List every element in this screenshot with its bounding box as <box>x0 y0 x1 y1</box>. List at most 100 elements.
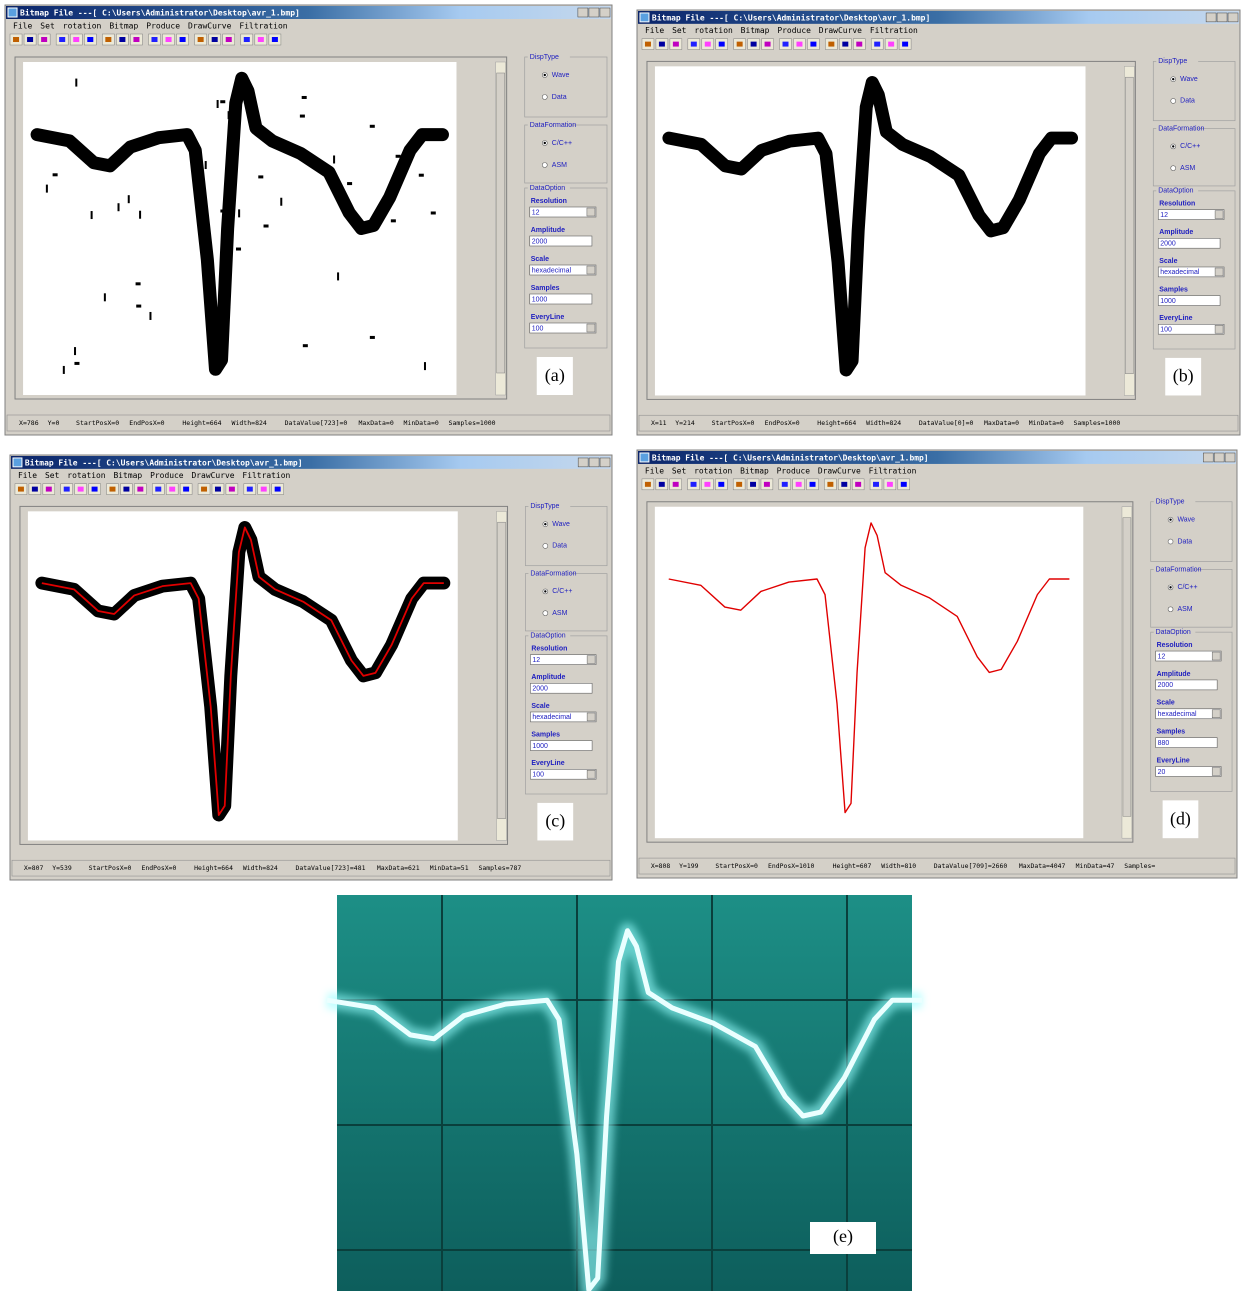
field-value[interactable]: 100 <box>532 772 544 779</box>
field-value[interactable]: 2000 <box>1160 241 1176 248</box>
field-input[interactable] <box>1156 651 1221 661</box>
dropdown-button[interactable] <box>1212 652 1220 660</box>
menu-item[interactable]: Filtration <box>242 471 290 480</box>
scroll-thumb[interactable] <box>1123 518 1131 817</box>
radio-label[interactable]: Data <box>552 543 567 550</box>
dropdown-button[interactable] <box>1212 710 1220 718</box>
dropdown-button[interactable] <box>1215 268 1223 276</box>
radio-label[interactable]: Wave <box>1177 516 1195 523</box>
field-value[interactable]: hexadecimal <box>532 267 572 274</box>
close-button[interactable] <box>1228 13 1238 22</box>
radio-label[interactable]: ASM <box>552 610 567 617</box>
min-button[interactable] <box>578 458 588 467</box>
menu-item[interactable]: Filtration <box>870 26 918 35</box>
menu-item[interactable]: File <box>645 466 664 475</box>
field-value[interactable]: 12 <box>532 657 540 664</box>
radio-label[interactable]: Wave <box>1180 76 1198 83</box>
dropdown-button[interactable] <box>587 208 595 216</box>
radio-label[interactable]: Wave <box>552 72 570 79</box>
dropdown-button[interactable] <box>1215 325 1223 333</box>
radio-label[interactable]: ASM <box>1177 606 1192 613</box>
radio-label[interactable]: Data <box>552 94 567 101</box>
menu-item[interactable]: Bitmap <box>113 471 142 480</box>
radio-button[interactable] <box>1168 539 1173 544</box>
scroll-thumb[interactable] <box>497 73 505 373</box>
field-value[interactable]: 880 <box>1158 740 1170 747</box>
field-input[interactable] <box>1156 767 1221 777</box>
field-value[interactable]: 12 <box>1158 653 1166 660</box>
field-value[interactable]: hexadecimal <box>532 714 572 721</box>
menu-item[interactable]: DrawCurve <box>188 22 232 31</box>
menu-item[interactable]: rotation <box>694 26 733 35</box>
field-value[interactable]: 100 <box>1160 327 1172 334</box>
dropdown-button[interactable] <box>1215 211 1223 219</box>
menu-item[interactable]: DrawCurve <box>191 471 234 480</box>
min-button[interactable] <box>578 8 588 17</box>
radio-button[interactable] <box>1171 166 1176 171</box>
max-button[interactable] <box>1214 453 1224 462</box>
field-value[interactable]: 2000 <box>532 686 548 693</box>
radio-button[interactable] <box>542 95 547 100</box>
menu-item[interactable]: Filtration <box>869 466 917 475</box>
field-input[interactable] <box>530 207 596 217</box>
menu-item[interactable]: Set <box>40 22 55 31</box>
menu-item[interactable]: Set <box>672 26 686 35</box>
radio-label[interactable]: C/C++ <box>1180 143 1200 150</box>
radio-label[interactable]: C/C++ <box>552 588 572 595</box>
field-value[interactable]: 20 <box>1158 769 1166 776</box>
max-button[interactable] <box>589 8 599 17</box>
menu-item[interactable]: rotation <box>67 471 106 480</box>
menu-item[interactable]: Bitmap <box>740 466 769 475</box>
menu-item[interactable]: rotation <box>694 466 732 475</box>
radio-label[interactable]: Data <box>1177 538 1192 545</box>
field-input[interactable] <box>530 655 596 665</box>
menu-item[interactable]: Bitmap <box>741 26 770 35</box>
scroll-thumb[interactable] <box>1125 77 1133 374</box>
radio-button[interactable] <box>543 611 548 616</box>
menu-item[interactable]: DrawCurve <box>819 26 862 35</box>
field-value[interactable]: 12 <box>532 209 540 216</box>
dropdown-button[interactable] <box>587 713 595 721</box>
field-value[interactable]: 1000 <box>532 296 548 303</box>
menu-item[interactable]: File <box>13 22 32 31</box>
dropdown-button[interactable] <box>587 656 595 664</box>
field-value[interactable]: 2000 <box>532 238 548 245</box>
menu-item[interactable]: Produce <box>777 466 811 475</box>
dropdown-button[interactable] <box>1212 768 1220 776</box>
menu-item[interactable]: Produce <box>777 26 811 35</box>
menu-item[interactable]: Produce <box>146 22 180 31</box>
radio-button[interactable] <box>543 543 548 548</box>
field-value[interactable]: hexadecimal <box>1160 269 1200 276</box>
menu-item[interactable]: DrawCurve <box>818 466 861 475</box>
menu-item[interactable]: rotation <box>63 22 102 31</box>
menu-item[interactable]: Filtration <box>239 22 287 31</box>
min-button[interactable] <box>1206 13 1216 22</box>
max-button[interactable] <box>589 458 599 467</box>
menu-item[interactable]: File <box>18 471 37 480</box>
radio-button[interactable] <box>542 163 547 168</box>
close-button[interactable] <box>1225 453 1235 462</box>
radio-label[interactable]: ASM <box>1180 165 1195 172</box>
field-value[interactable]: 1000 <box>532 743 548 750</box>
min-button[interactable] <box>1203 453 1213 462</box>
radio-button[interactable] <box>1168 607 1173 612</box>
close-button[interactable] <box>600 458 610 467</box>
menu-item[interactable]: Bitmap <box>109 22 138 31</box>
scroll-thumb[interactable] <box>498 522 506 819</box>
field-value[interactable]: 100 <box>532 325 544 332</box>
radio-label[interactable]: C/C++ <box>552 140 572 147</box>
radio-label[interactable]: C/C++ <box>1177 584 1197 591</box>
dropdown-button[interactable] <box>587 266 595 274</box>
field-value[interactable]: 12 <box>1160 212 1168 219</box>
radio-label[interactable]: Data <box>1180 98 1195 105</box>
radio-label[interactable]: ASM <box>552 162 567 169</box>
menu-item[interactable]: Set <box>45 471 59 480</box>
dropdown-button[interactable] <box>587 770 595 778</box>
radio-label[interactable]: Wave <box>552 521 570 528</box>
menu-item[interactable]: Produce <box>150 471 184 480</box>
dropdown-button[interactable] <box>587 324 595 332</box>
max-button[interactable] <box>1217 13 1227 22</box>
field-value[interactable]: 2000 <box>1158 682 1174 689</box>
field-value[interactable]: hexadecimal <box>1158 711 1197 718</box>
close-button[interactable] <box>600 8 610 17</box>
